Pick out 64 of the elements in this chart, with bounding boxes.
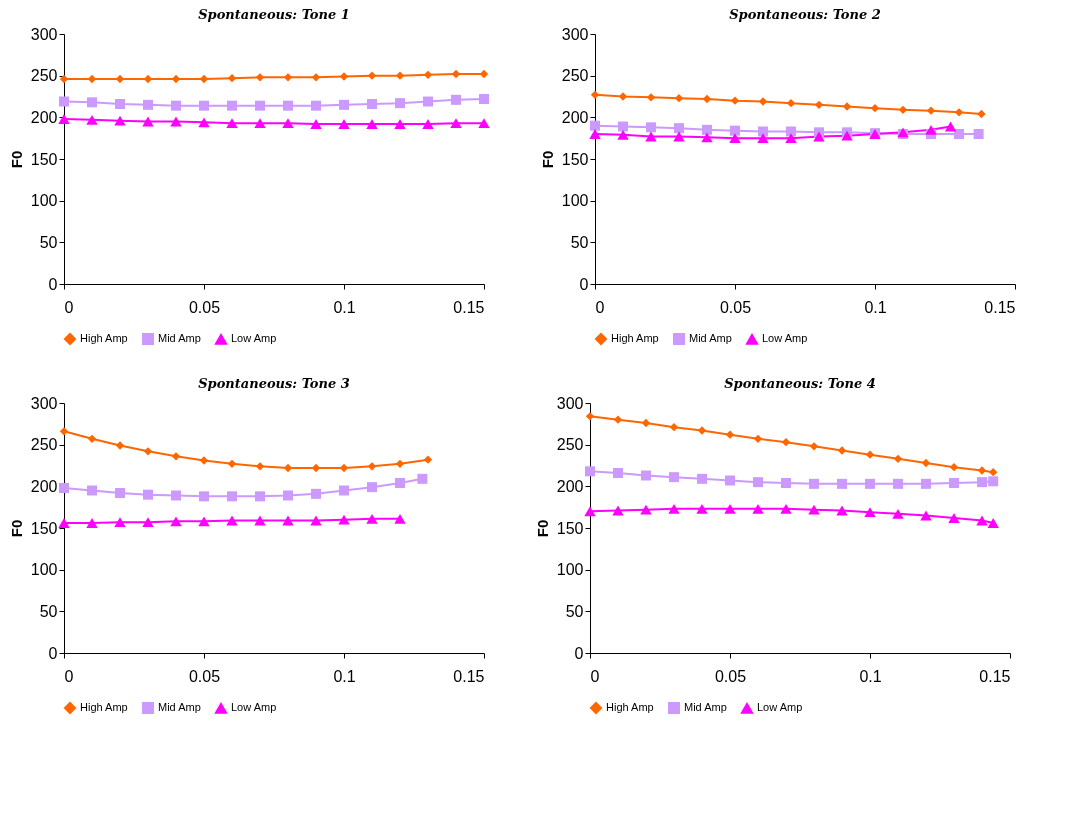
y-tick-label: 0 <box>48 644 58 662</box>
y-axis-title: F0 <box>7 519 25 538</box>
x-tick-label: 0.15 <box>453 667 485 685</box>
x-tick-label: 0.1 <box>333 298 356 316</box>
y-tick-label: 0 <box>48 275 58 293</box>
y-tick-label: 250 <box>561 67 589 85</box>
y-tick-label: 250 <box>30 67 58 85</box>
y-tick-label: 200 <box>30 477 58 495</box>
y-axis-title: F0 <box>538 150 556 169</box>
x-tick-label: 0.05 <box>188 298 221 316</box>
x-tick-label: 0.15 <box>979 667 1011 685</box>
y-tick-label: 50 <box>570 233 589 251</box>
legend-label: Mid Amp <box>689 332 732 344</box>
x-tick-label: 0 <box>64 667 74 685</box>
y-tick-label: 100 <box>561 192 589 210</box>
y-axis-title: F0 <box>533 519 551 538</box>
legend-label: High Amp <box>606 701 654 713</box>
y-tick-label: 200 <box>30 108 58 126</box>
legend-label: Mid Amp <box>158 701 201 713</box>
legend-label: Low Amp <box>231 701 277 714</box>
y-tick-label: 150 <box>30 150 58 168</box>
y-tick-label: 100 <box>30 561 58 579</box>
x-tick-label: 0 <box>595 298 605 316</box>
legend-label: Mid Amp <box>158 332 201 344</box>
y-tick-label: 200 <box>561 108 589 126</box>
y-tick-label: 0 <box>574 644 584 662</box>
x-tick-label: 0 <box>590 667 600 685</box>
x-tick-label: 0 <box>64 298 74 316</box>
y-tick-label: 300 <box>561 25 589 43</box>
x-tick-label: 0.1 <box>333 667 356 685</box>
chart-title: Spontaneous: Tone 3 <box>198 376 350 391</box>
legend-label: High Amp <box>611 332 659 344</box>
x-tick-label: 0.15 <box>453 298 485 316</box>
y-tick-label: 50 <box>565 602 584 620</box>
x-tick-label: 0.1 <box>859 667 882 685</box>
y-tick-label: 100 <box>556 561 584 579</box>
y-tick-label: 100 <box>30 192 58 210</box>
y-tick-label: 300 <box>30 394 58 412</box>
y-tick-label: 50 <box>39 233 58 251</box>
y-tick-label: 250 <box>30 436 58 454</box>
y-axis-title: F0 <box>7 150 25 169</box>
y-tick-label: 300 <box>556 394 584 412</box>
y-tick-label: 150 <box>561 150 589 168</box>
y-tick-label: 300 <box>30 25 58 43</box>
x-tick-label: 0.15 <box>984 298 1016 316</box>
y-tick-label: 200 <box>556 477 584 495</box>
y-tick-label: 150 <box>556 519 584 537</box>
y-tick-label: 250 <box>556 436 584 454</box>
x-tick-label: 0.05 <box>188 667 221 685</box>
legend-label: Mid Amp <box>684 701 727 713</box>
x-tick-label: 0.1 <box>864 298 887 316</box>
x-tick-label: 0.05 <box>714 667 747 685</box>
legend-label: Low Amp <box>757 701 803 714</box>
x-tick-label: 0.05 <box>719 298 752 316</box>
chart-title: Spontaneous: Tone 1 <box>198 7 350 22</box>
y-tick-label: 50 <box>39 602 58 620</box>
y-tick-label: 150 <box>30 519 58 537</box>
chart-title: Spontaneous: Tone 2 <box>729 7 881 22</box>
legend-label: High Amp <box>80 332 128 344</box>
y-tick-label: 0 <box>579 275 589 293</box>
legend-label: Low Amp <box>231 332 277 345</box>
legend-label: High Amp <box>80 701 128 713</box>
chart-title: Spontaneous: Tone 4 <box>724 376 876 391</box>
legend-label: Low Amp <box>762 332 808 345</box>
